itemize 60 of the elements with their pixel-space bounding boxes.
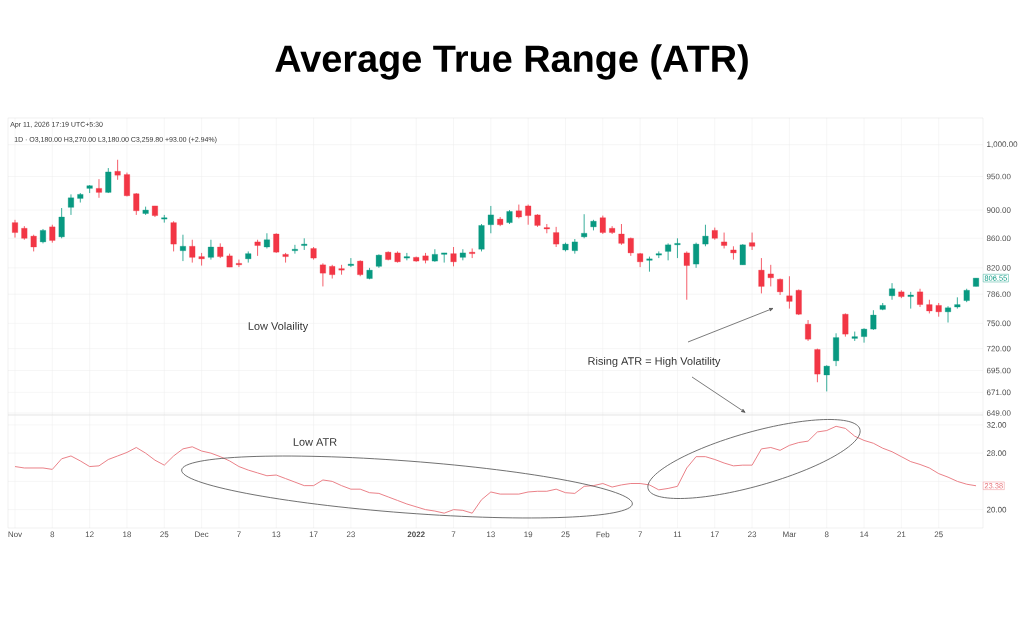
candlestick <box>12 219 18 238</box>
candlestick <box>179 234 186 262</box>
candlestick <box>917 288 923 308</box>
candlestick <box>198 252 205 266</box>
candlestick <box>403 252 410 261</box>
candlestick <box>609 225 616 235</box>
candlestick <box>133 192 140 216</box>
candlestick <box>170 220 177 252</box>
candlestick <box>889 282 895 301</box>
candlestick <box>553 226 560 248</box>
candlestick <box>431 248 438 263</box>
candlestick <box>795 289 802 316</box>
candlestick <box>861 327 867 344</box>
annotation: Rising ATR = High Volatility <box>588 356 721 368</box>
candlestick <box>637 252 644 268</box>
candlestick <box>823 364 830 392</box>
candlestick <box>618 223 625 246</box>
candlestick <box>450 246 457 267</box>
candlestick <box>683 251 690 301</box>
candlestick <box>105 167 112 194</box>
candlestick <box>487 205 494 234</box>
candlestick <box>842 313 849 338</box>
candlestick <box>459 248 466 261</box>
candlestick <box>721 232 728 249</box>
candlestick <box>805 319 812 342</box>
candlestick <box>674 237 681 259</box>
candlestick <box>96 178 102 199</box>
candlestick <box>945 305 951 323</box>
candlestick <box>347 257 354 268</box>
candlestick <box>907 291 914 309</box>
candlestick <box>189 239 196 263</box>
candlestick <box>786 275 793 309</box>
candlestick <box>319 262 326 287</box>
candlestick <box>291 244 298 255</box>
candlestick <box>599 215 606 235</box>
candlestick <box>235 259 242 268</box>
candlestick <box>749 232 756 251</box>
annotation: Low Volaility <box>248 321 309 333</box>
candlestick <box>581 213 588 239</box>
candlestick <box>833 332 840 367</box>
candlestick <box>301 237 308 251</box>
annotation: Low ATR <box>293 438 337 446</box>
candlestick <box>693 242 700 269</box>
candlestick <box>665 242 672 261</box>
candlestick <box>273 232 280 254</box>
candlestick <box>646 256 653 273</box>
candlestick <box>469 248 476 259</box>
candlestick <box>441 252 448 263</box>
candlestick <box>58 207 65 239</box>
chart-title: Average True Range (ATR) <box>275 44 748 80</box>
candlestick <box>263 232 270 249</box>
candlestick <box>114 159 121 181</box>
candlestick <box>758 257 765 294</box>
candlestick <box>207 239 214 260</box>
candlestick <box>870 309 877 331</box>
candlestick <box>478 223 485 252</box>
candlestick <box>739 243 746 266</box>
candlestick <box>68 194 74 216</box>
candlestick <box>767 264 774 287</box>
candlestick <box>702 224 709 247</box>
